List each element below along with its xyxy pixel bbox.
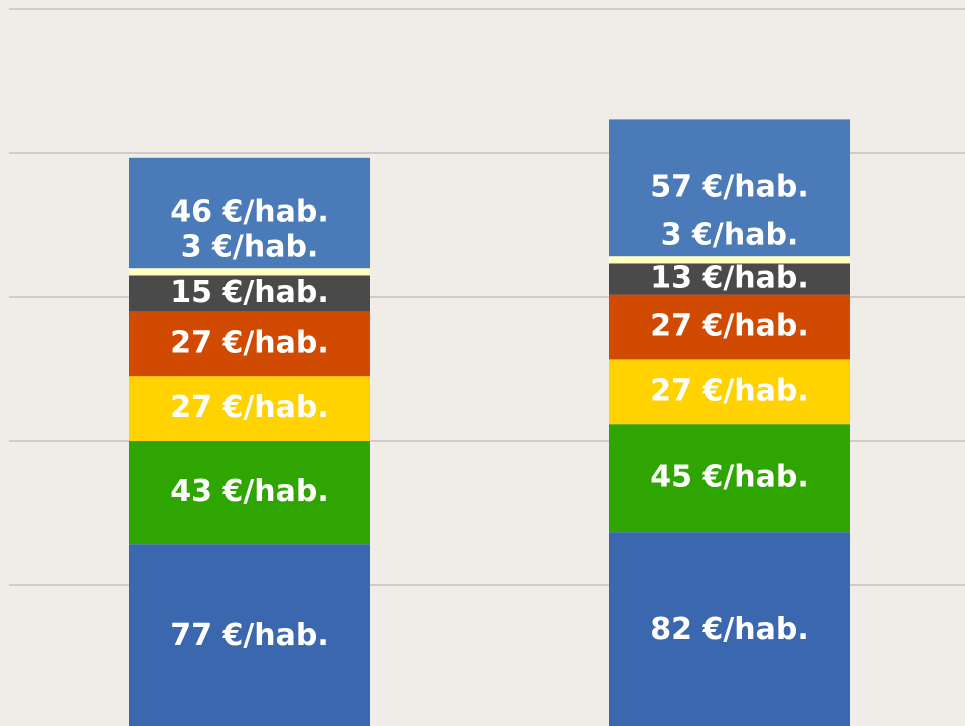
bar-segment	[129, 157, 370, 269]
bar-segment	[129, 544, 370, 726]
bar-segment	[129, 275, 370, 312]
data-label: 13 €/hab.	[650, 261, 809, 296]
data-label: 57 €/hab.	[650, 169, 809, 204]
bar-segment	[609, 359, 850, 425]
data-label: 15 €/hab.	[170, 275, 329, 310]
data-label: 82 €/hab.	[650, 612, 809, 647]
bar-segment	[129, 441, 370, 545]
data-label: 77 €/hab.	[170, 618, 329, 653]
data-label: 43 €/hab.	[170, 474, 329, 509]
data-label: 3 €/hab.	[661, 218, 799, 253]
bar-segment	[609, 424, 850, 533]
bar-segment	[609, 119, 850, 257]
data-label: 45 €/hab.	[650, 460, 809, 495]
data-label: 27 €/hab.	[170, 390, 329, 425]
bar-segment	[609, 532, 850, 726]
data-label: 27 €/hab.	[650, 309, 809, 344]
bar-segment	[609, 263, 850, 295]
data-label: 46 €/hab.	[170, 195, 329, 230]
bar-segment	[129, 311, 370, 377]
bar-segment	[609, 294, 850, 360]
data-label: 3 €/hab.	[181, 230, 319, 265]
data-label: 27 €/hab.	[650, 373, 809, 408]
bar-segment	[129, 268, 370, 276]
bar-segment	[129, 376, 370, 441]
data-label: 27 €/hab.	[170, 325, 329, 360]
bar-segment	[609, 256, 850, 264]
